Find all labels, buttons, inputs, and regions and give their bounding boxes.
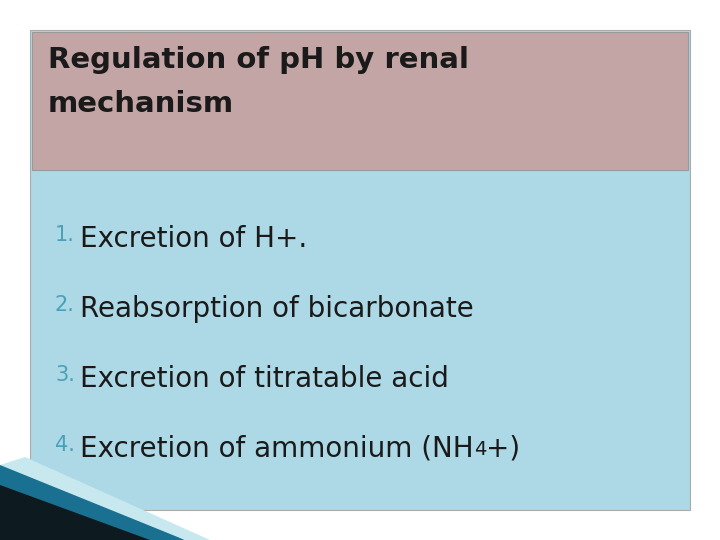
Polygon shape <box>0 465 185 540</box>
Text: 4.: 4. <box>55 435 75 455</box>
Text: Reabsorption of bicarbonate: Reabsorption of bicarbonate <box>80 295 474 323</box>
Text: Excretion of ammonium (NH: Excretion of ammonium (NH <box>80 435 474 463</box>
Polygon shape <box>0 457 210 540</box>
Text: 4: 4 <box>474 440 486 459</box>
Text: 2.: 2. <box>55 295 75 315</box>
Text: Excretion of H+.: Excretion of H+. <box>80 225 307 253</box>
Text: +): +) <box>486 435 520 463</box>
Bar <box>30 30 690 510</box>
Text: Excretion of titratable acid: Excretion of titratable acid <box>80 365 449 393</box>
Text: 3.: 3. <box>55 365 75 385</box>
Bar <box>32 32 688 170</box>
Text: Regulation of pH by renal: Regulation of pH by renal <box>48 46 469 74</box>
Text: mechanism: mechanism <box>48 90 234 118</box>
Text: 1.: 1. <box>55 225 75 245</box>
Polygon shape <box>0 485 150 540</box>
